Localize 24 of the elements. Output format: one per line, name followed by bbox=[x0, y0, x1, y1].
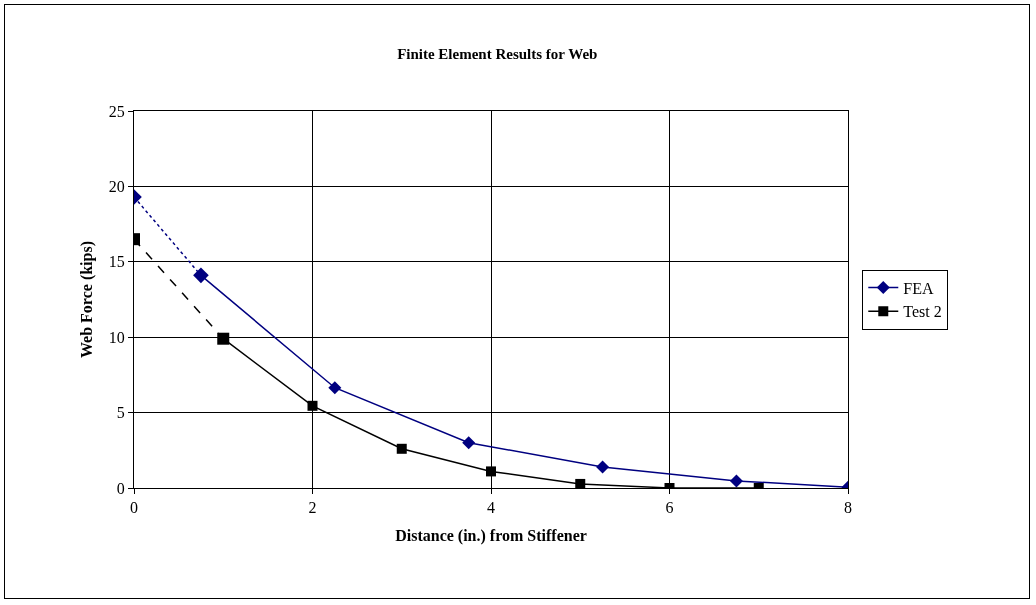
point bbox=[486, 466, 496, 477]
chart-title: Finite Element Results for Web bbox=[397, 45, 598, 62]
y-tick-label: 10 bbox=[108, 328, 125, 346]
x-tick-label: 2 bbox=[308, 499, 317, 517]
x-tick-label: 8 bbox=[844, 499, 852, 517]
y-tick-label: 25 bbox=[108, 102, 125, 120]
x-tick-label: 4 bbox=[487, 499, 495, 517]
x-axis-title: Distance (in.) from Stiffener bbox=[395, 526, 587, 545]
y-tick-label: 5 bbox=[116, 404, 125, 422]
point bbox=[575, 478, 586, 488]
point bbox=[396, 443, 407, 454]
legend-label: Test 2 bbox=[903, 303, 942, 321]
point bbox=[729, 474, 743, 488]
legend-label: FEA bbox=[903, 279, 934, 297]
point bbox=[328, 381, 342, 395]
y-tick-label: 20 bbox=[108, 178, 125, 195]
x-tick-label: 0 bbox=[130, 499, 138, 517]
y-tick-label: 0 bbox=[116, 479, 125, 497]
y-tick-label: 15 bbox=[108, 253, 125, 271]
x-tick-label: 6 bbox=[665, 499, 674, 517]
y-axis-title: Web Force (kips) bbox=[77, 240, 96, 359]
point bbox=[462, 436, 476, 450]
point bbox=[596, 460, 610, 474]
point bbox=[307, 400, 318, 411]
